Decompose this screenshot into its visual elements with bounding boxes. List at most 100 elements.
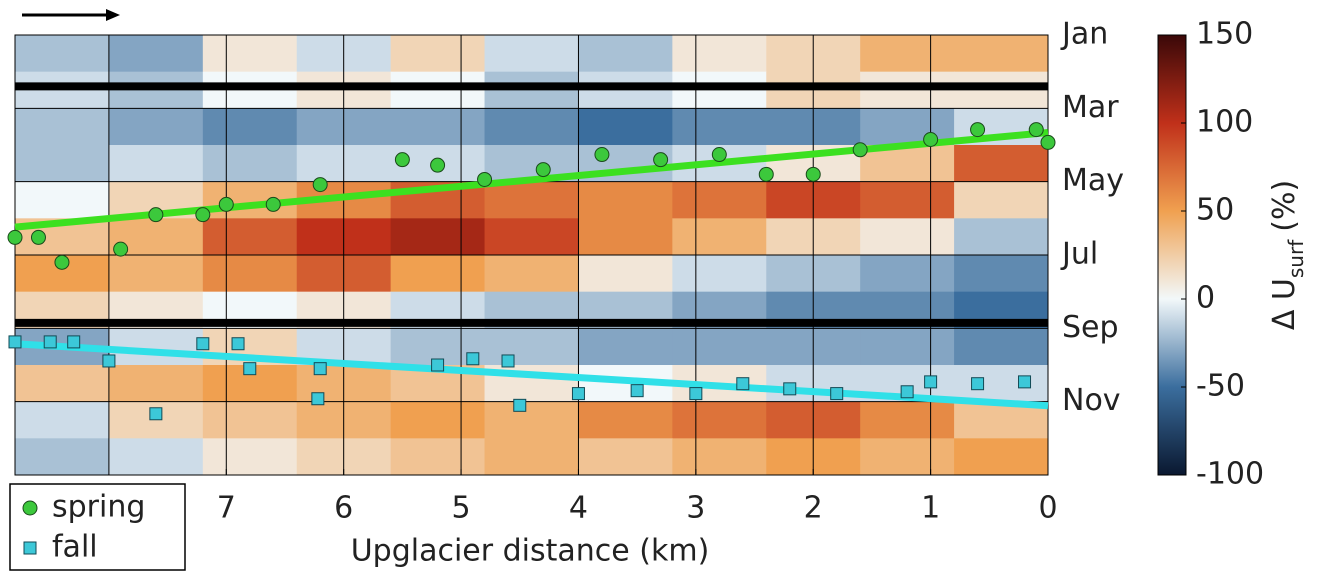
y-tick-label: Jan <box>1060 17 1108 52</box>
x-tick-label: 2 <box>804 491 823 526</box>
fall-point <box>630 384 644 398</box>
heatmap-cell <box>484 438 579 476</box>
heatmap-cell <box>954 181 1049 219</box>
fall-point <box>196 337 210 351</box>
x-tick-label: 0 <box>1038 491 1057 526</box>
heatmap-cell <box>390 108 486 146</box>
heatmap-cell <box>672 401 767 439</box>
colorbar-label-part: (%) <box>1267 180 1302 232</box>
spring-point <box>394 152 410 168</box>
heatmap-cell <box>860 218 955 256</box>
colorbar-label-part: surf <box>1284 239 1308 278</box>
y-tick-label: Sep <box>1062 310 1119 345</box>
fall-point <box>231 337 245 351</box>
spring-point <box>218 196 234 212</box>
fall-point <box>243 362 257 376</box>
heatmap-cell <box>954 145 1049 183</box>
heatmap-cell <box>672 108 767 146</box>
heatmap-cell <box>860 255 955 293</box>
colorbar-tick-label: 150 <box>1196 17 1253 52</box>
spring-point <box>430 157 446 173</box>
heatmap-cell <box>390 35 486 73</box>
spring-point <box>312 177 328 193</box>
fall-point <box>313 362 327 376</box>
heatmap-cell <box>15 145 110 183</box>
heatmap-cell <box>202 145 298 183</box>
colorbar-tick-label: 0 <box>1196 281 1215 316</box>
heatmap-cell <box>484 255 579 293</box>
heatmap-cell <box>672 255 767 293</box>
heatmap-cell <box>15 438 110 476</box>
spring-point <box>594 147 610 163</box>
heatmap-cell <box>954 218 1049 256</box>
fall-point <box>513 398 527 412</box>
fall-point <box>67 335 81 349</box>
y-tick-label: Nov <box>1062 383 1121 418</box>
heatmap-cell <box>578 438 673 476</box>
spring-point <box>265 196 281 212</box>
heatmap-cell <box>860 181 955 219</box>
colorbar-label-part: Δ U <box>1267 278 1302 330</box>
spring-point <box>113 241 129 257</box>
legend-marker <box>22 500 38 516</box>
spring-point <box>54 254 70 270</box>
heatmap-cell <box>954 35 1049 73</box>
x-tick-label: 1 <box>921 491 940 526</box>
heatmap-cell <box>202 438 298 476</box>
fall-point <box>830 387 844 401</box>
heatmap-cell <box>578 35 673 73</box>
fall-point <box>1018 375 1032 389</box>
heatmap-cell <box>578 218 673 256</box>
spring-point <box>477 171 493 187</box>
x-tick-label: 4 <box>569 491 588 526</box>
heatmap-cell <box>578 255 673 293</box>
fall-point <box>971 377 985 391</box>
heatmap-cell <box>672 35 767 73</box>
colorbar <box>1157 34 1187 476</box>
colorbar-tick-label: 50 <box>1196 193 1234 228</box>
fall-point <box>783 382 797 396</box>
colorbar-tick-label: -50 <box>1196 369 1245 404</box>
heatmap-cell <box>484 35 579 73</box>
heatmap-cell <box>578 181 673 219</box>
plot-frame <box>14 34 1049 476</box>
fall-point <box>311 392 325 406</box>
heatmap-cell <box>15 401 110 439</box>
trend-line <box>14 129 1049 231</box>
heatmap-cell <box>108 255 204 293</box>
fall-point <box>571 387 585 401</box>
heatmap-cell <box>672 328 767 366</box>
spring-point <box>653 152 669 168</box>
legend <box>9 483 186 571</box>
fall-point <box>501 354 515 368</box>
x-tick-label: 3 <box>686 491 705 526</box>
heatmap-cell <box>108 365 204 403</box>
heatmap-cell <box>578 401 673 439</box>
heatmap-cell <box>202 218 298 256</box>
fall-point <box>431 358 445 372</box>
x-tick-label: 6 <box>334 491 353 526</box>
spring-point <box>758 166 774 182</box>
heatmap-cell <box>484 218 579 256</box>
fall-point <box>149 407 163 421</box>
heatmap-cell <box>578 108 673 146</box>
y-tick-label: May <box>1062 163 1124 198</box>
colorbar-tick-label: -100 <box>1196 457 1264 492</box>
spring-point <box>923 132 939 147</box>
fall-point <box>8 335 22 349</box>
spring-point <box>970 122 986 138</box>
colorbar-label: Δ Usurf (%) <box>1267 180 1308 330</box>
x-tick-label: 5 <box>452 491 471 526</box>
heatmap-cell <box>484 328 579 366</box>
heatmap-cell <box>954 328 1049 366</box>
fall-point <box>102 354 116 368</box>
direction-arrow <box>22 9 120 21</box>
fall-point <box>924 375 938 389</box>
fall-point <box>43 335 57 349</box>
y-tick-label: Jul <box>1060 237 1098 272</box>
fall-point <box>466 352 480 366</box>
spring-point <box>148 207 164 223</box>
x-axis-label: Upglacier distance (km) <box>351 534 710 569</box>
heatmap-cell <box>578 328 673 366</box>
heatmap-cell <box>860 35 955 73</box>
